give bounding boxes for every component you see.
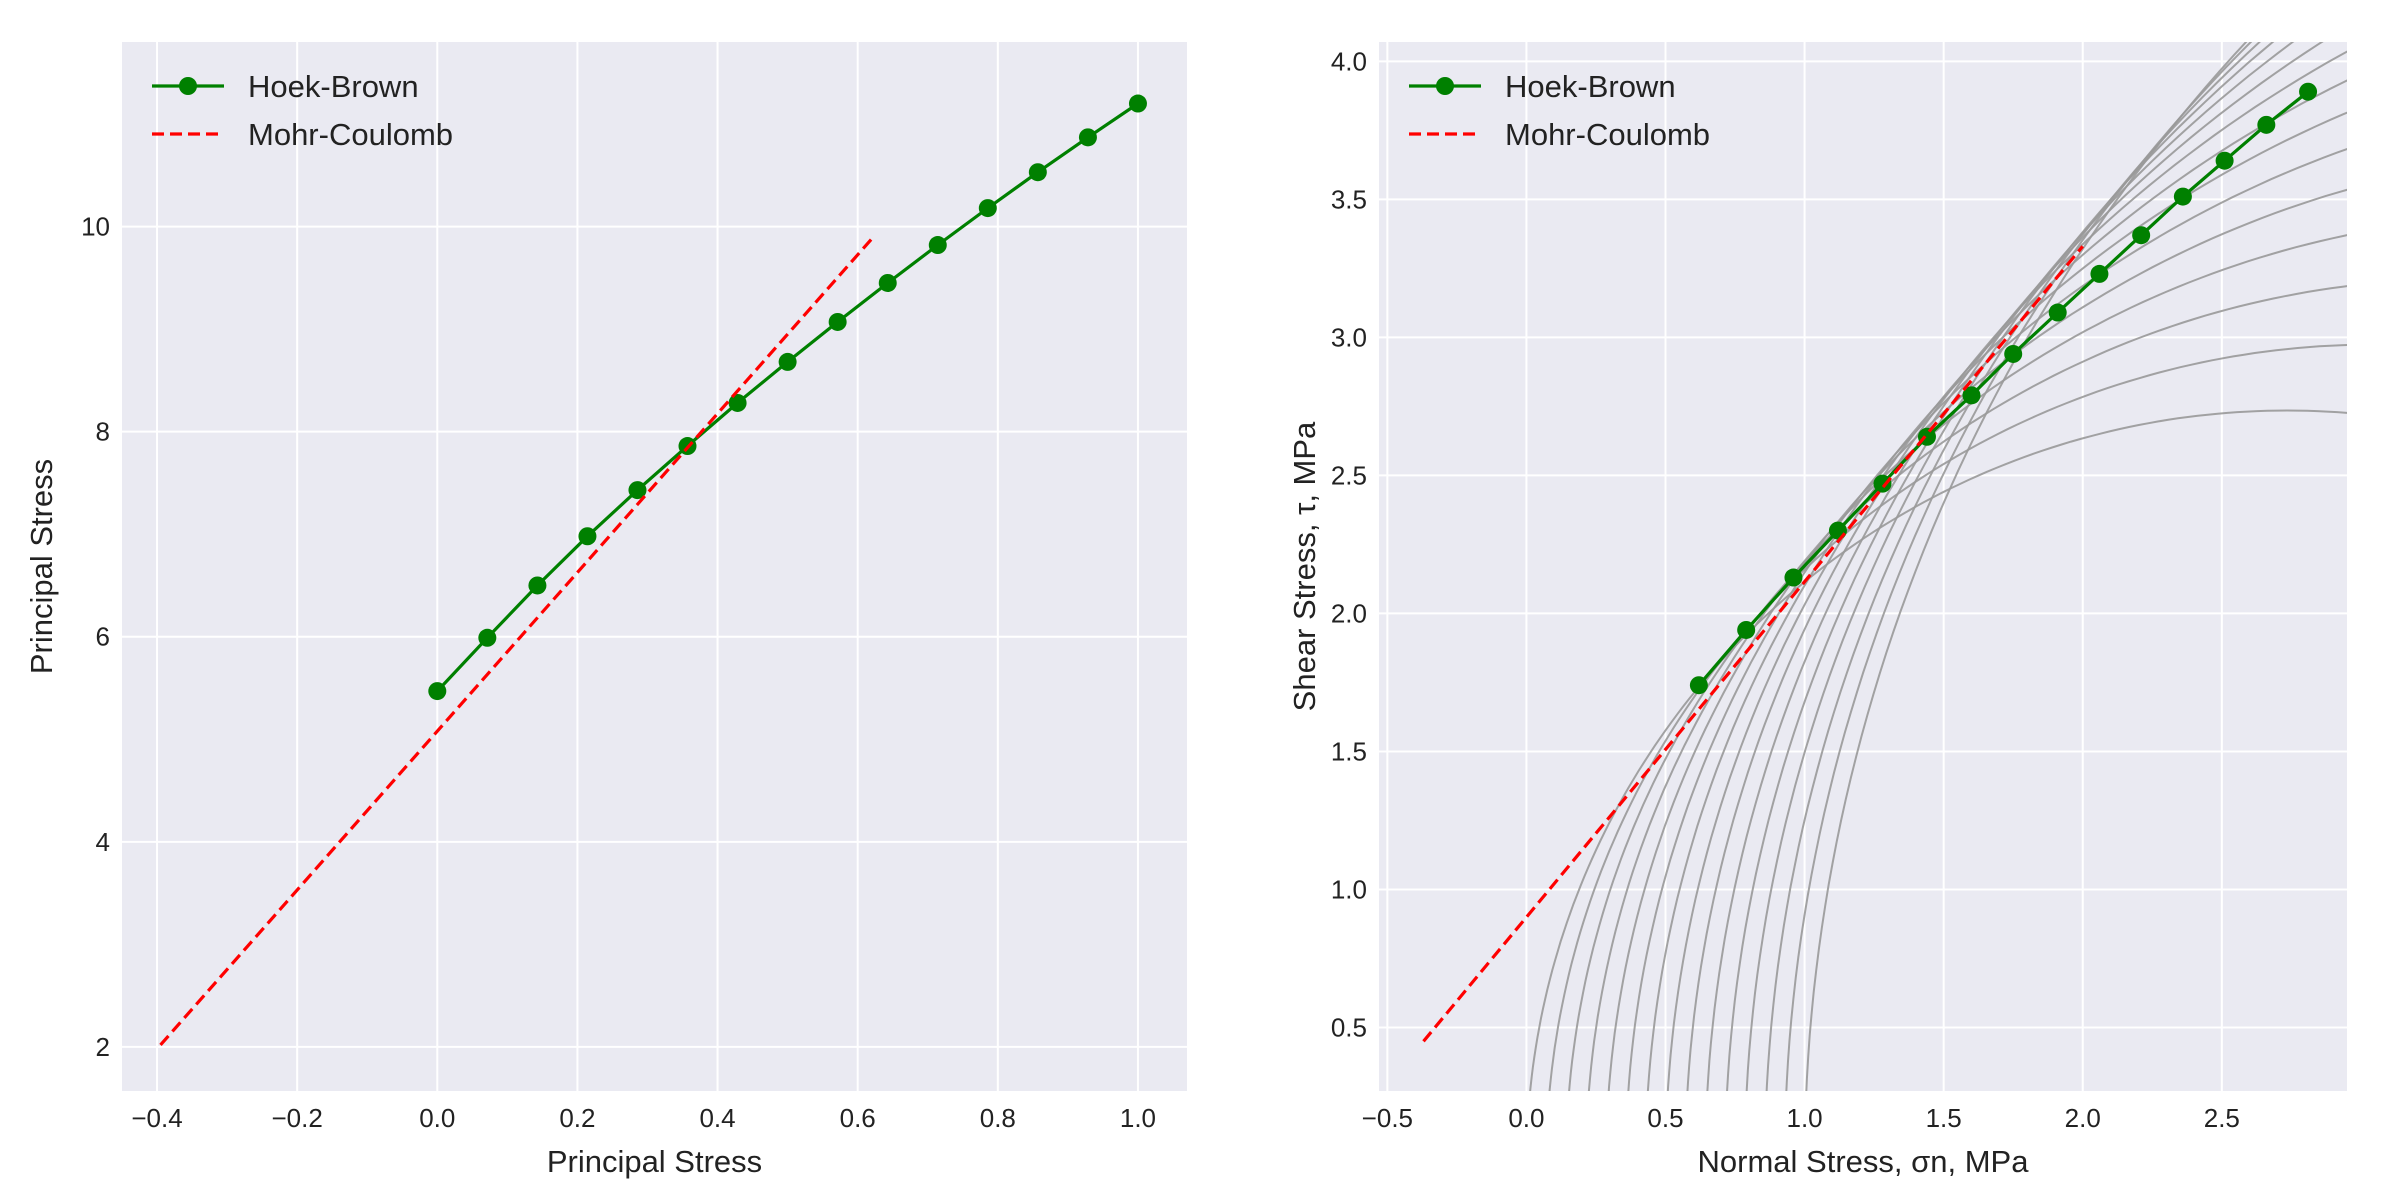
y-tick-label: 8 xyxy=(96,417,110,447)
x-tick-label: 1.5 xyxy=(1926,1103,1962,1133)
hoek-brown-point xyxy=(928,236,947,255)
x-tick-label: 1.0 xyxy=(1120,1103,1156,1133)
x-tick-label: 0.6 xyxy=(840,1103,876,1133)
x-tick-label: 0.4 xyxy=(699,1103,735,1133)
hoek-brown-point xyxy=(1962,386,1981,405)
legend-label-hoek-brown: Hoek-Brown xyxy=(248,69,419,104)
hoek-brown-point xyxy=(2004,344,2023,363)
x-tick-label: 0.0 xyxy=(1508,1103,1544,1133)
x-tick-label: 1.0 xyxy=(1787,1103,1823,1133)
hoek-brown-point xyxy=(2090,264,2109,283)
hoek-brown-point xyxy=(1873,474,1892,493)
mohr-circle xyxy=(1627,147,2347,1091)
x-tick-label: 0.2 xyxy=(559,1103,595,1133)
hoek-brown-point xyxy=(1078,128,1097,147)
plot-content xyxy=(1422,42,2347,1091)
legend-label-mohr-coulomb: Mohr-Coulomb xyxy=(1505,117,1710,152)
x-tick-label: −0.4 xyxy=(131,1103,182,1133)
hoek-brown-point xyxy=(1128,94,1147,113)
hoek-brown-point xyxy=(978,199,997,218)
mohr-circle xyxy=(1706,42,2324,1091)
hoek-brown-point xyxy=(2257,115,2276,134)
hoek-brown-point xyxy=(828,312,847,331)
right-chart-mohr-envelope: −0.5 0.0 0.5 1.0 1.5 2.0 2.5 0.5 1.0 1.5 2.0 2.5 3.0… xyxy=(1287,42,2347,1179)
mohr-circle xyxy=(1726,42,2295,1091)
legend-marker-hoek-brown xyxy=(1436,77,1454,95)
y-tick-label: 2 xyxy=(96,1032,110,1062)
y-axis-label: Shear Stress, τ, MPa xyxy=(1287,421,1322,711)
x-tick-label: −0.2 xyxy=(272,1103,323,1133)
hoek-brown-point xyxy=(528,576,547,595)
mohr-circle xyxy=(1568,285,2347,1091)
x-tick-label: 0.5 xyxy=(1647,1103,1683,1133)
hoek-brown-point xyxy=(2299,82,2318,101)
y-axis-label: Principal Stress xyxy=(24,459,59,674)
hoek-brown-point xyxy=(728,393,747,412)
y-tick-label: 1.5 xyxy=(1331,736,1367,766)
mohr-circle xyxy=(1646,111,2347,1091)
hoek-brown-point xyxy=(428,682,447,701)
hoek-brown-point xyxy=(628,481,647,500)
hoek-brown-point xyxy=(1028,163,1047,182)
hoek-brown-point xyxy=(2132,226,2151,245)
mohr-circle xyxy=(1666,79,2347,1091)
hoek-brown-point xyxy=(778,352,797,371)
legend: Hoek-Brown Mohr-Coulomb xyxy=(1409,69,1710,152)
x-tick-label: 2.5 xyxy=(2204,1103,2240,1133)
mohr-circle xyxy=(1686,50,2347,1091)
hoek-brown-point xyxy=(1737,620,1756,639)
y-tick-label: 0.5 xyxy=(1331,1013,1367,1043)
y-tick-label: 4 xyxy=(96,827,110,857)
x-axis-label: Principal Stress xyxy=(547,1144,762,1179)
y-tick-label: 2.0 xyxy=(1331,598,1367,628)
y-tick-label: 2.5 xyxy=(1331,460,1367,490)
plot-area xyxy=(122,42,1187,1091)
legend: Hoek-Brown Mohr-Coulomb xyxy=(152,69,453,152)
x-tick-label: 2.0 xyxy=(2065,1103,2101,1133)
hoek-brown-point xyxy=(1689,676,1708,695)
x-tick-label: −0.5 xyxy=(1362,1103,1413,1133)
mohr-circle xyxy=(1607,188,2347,1091)
hoek-brown-point xyxy=(2215,151,2234,170)
plot-area xyxy=(1379,42,2347,1091)
hoek-brown-point xyxy=(878,273,897,292)
legend-marker-hoek-brown xyxy=(179,77,197,95)
hoek-brown-point xyxy=(2048,303,2067,322)
hoek-brown-point xyxy=(578,527,597,546)
legend-label-hoek-brown: Hoek-Brown xyxy=(1505,69,1676,104)
hoek-brown-point xyxy=(1828,521,1847,540)
y-tick-label: 10 xyxy=(81,212,110,242)
x-axis-label: Normal Stress, σn, MPa xyxy=(1698,1144,2030,1179)
mohr-circle xyxy=(1805,42,2248,1091)
hoek-brown-point xyxy=(2173,187,2192,206)
left-chart-principal-stress: −0.4 −0.2 0.0 0.2 0.4 0.6 0.8 1.0 2 4 6 8 10 Principa… xyxy=(24,42,1187,1179)
hoek-brown-point xyxy=(478,628,497,647)
mohr-coulomb-line xyxy=(1422,245,2084,1043)
x-tick-label: 0.0 xyxy=(419,1103,455,1133)
plot-content xyxy=(159,94,1147,1046)
mohr-circle xyxy=(1548,343,2347,1091)
y-tick-label: 4.0 xyxy=(1331,46,1367,76)
mohr-circle xyxy=(1529,409,2347,1091)
y-tick-label: 3.0 xyxy=(1331,322,1367,352)
y-tick-label: 6 xyxy=(96,622,110,652)
y-tick-label: 3.5 xyxy=(1331,184,1367,214)
y-tick-label: 1.0 xyxy=(1331,874,1367,904)
legend-label-mohr-coulomb: Mohr-Coulomb xyxy=(248,117,453,152)
hoek-brown-point xyxy=(1784,568,1803,587)
x-tick-label: 0.8 xyxy=(980,1103,1016,1133)
mohr-circle xyxy=(1745,42,2275,1091)
